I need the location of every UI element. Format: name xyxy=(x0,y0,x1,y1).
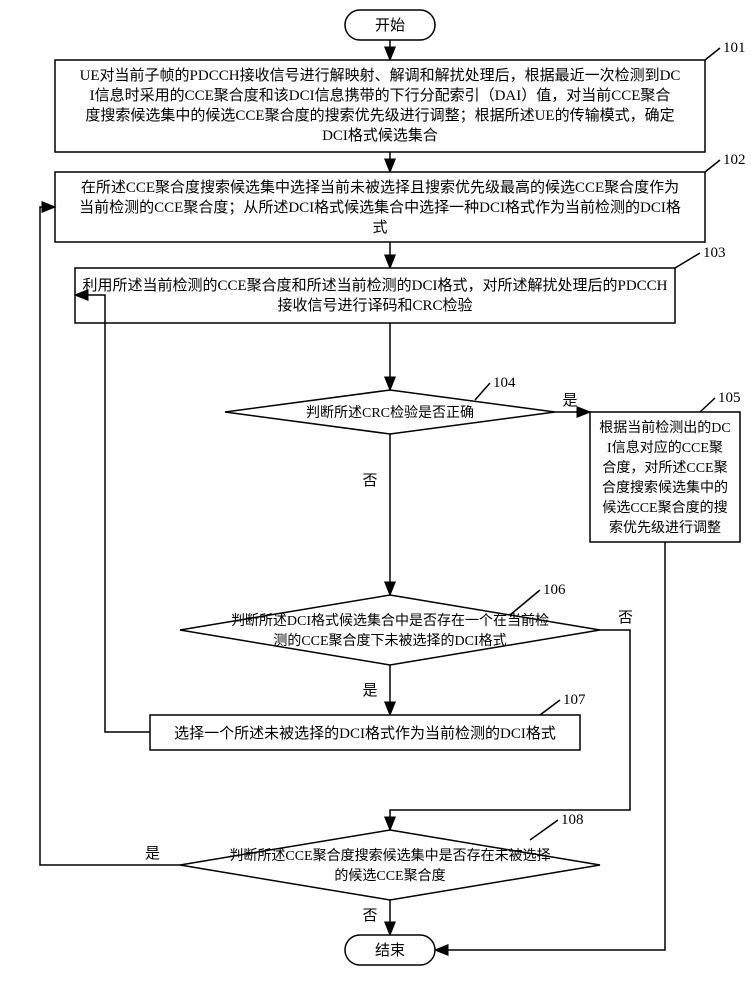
s103-l2: 接收信号进行译码和CRC检验 xyxy=(277,297,472,314)
label-104: 104 xyxy=(493,375,516,391)
no-104: 否 xyxy=(362,473,377,489)
label-107: 107 xyxy=(563,692,586,708)
s101-l1: UE对当前子帧的PDCCH接收信号进行解映射、解调和解扰处理后，根据最近一次检测… xyxy=(80,67,681,84)
label-103: 103 xyxy=(703,245,726,261)
s105-l5: 候选CCE聚合度的搜 xyxy=(602,500,727,516)
label-108: 108 xyxy=(561,812,584,828)
end-label: 结束 xyxy=(375,942,405,959)
edge-107-103 xyxy=(75,295,150,732)
lead-105 xyxy=(700,398,715,412)
s108-l1: 判断所述CCE聚合度搜索候选集中是否存在未被选择 xyxy=(229,847,550,864)
yes-108: 是 xyxy=(145,846,160,862)
start-label: 开始 xyxy=(375,17,405,34)
label-106: 106 xyxy=(543,582,566,598)
lead-101 xyxy=(705,48,720,60)
no-108: 否 xyxy=(362,908,377,924)
no-106: 否 xyxy=(618,610,633,626)
yes-104: 是 xyxy=(562,393,577,409)
label-105: 105 xyxy=(718,390,741,406)
s107: 选择一个所述未被选择的DCI格式作为当前检测的DCI格式 xyxy=(174,725,556,742)
lead-104 xyxy=(475,383,490,400)
s106-l2: 测的CCE聚合度下未被选择的DCI格式 xyxy=(273,633,506,649)
s105-l4: 合度搜索候选集中的 xyxy=(602,479,728,496)
lead-102 xyxy=(705,160,720,172)
s105-l1: 根据当前检测出的DC xyxy=(599,419,730,436)
lead-103 xyxy=(675,253,700,268)
s102-l2: 当前检测的CCE聚合度；从所述DCI格式候选集合中选择一种DCI格式作为当前检测… xyxy=(79,199,681,216)
s101-l3: 度搜索候选集中的候选CCE聚合度的搜索优先级进行调整；根据所述UE的传输模式，确… xyxy=(85,107,674,124)
s103-l1: 利用所述当前检测的CCE聚合度和所述当前检测的DCI格式，对所述解扰处理后的PD… xyxy=(82,277,667,294)
lead-106 xyxy=(510,590,540,615)
decision-108 xyxy=(180,830,600,900)
s106-l1: 判断所述DCI格式候选集合中是否存在一个在当前检 xyxy=(231,612,549,629)
s105-l2: I信息对应的CCE聚 xyxy=(607,439,723,456)
label-102: 102 xyxy=(723,152,746,168)
s102-l3: 式 xyxy=(372,219,387,236)
lead-107 xyxy=(540,700,560,715)
s104: 判断所述CRC检验是否正确 xyxy=(306,405,474,421)
decision-106 xyxy=(180,595,600,665)
s101-l4: DCI格式候选集合 xyxy=(322,127,438,144)
yes-106: 是 xyxy=(362,683,377,699)
s105-l3: 合度，对所述CCE聚 xyxy=(602,460,727,476)
s105-l6: 索优先级进行调整 xyxy=(609,519,721,536)
label-101: 101 xyxy=(723,40,746,56)
lead-108 xyxy=(530,820,558,840)
step-103 xyxy=(75,268,675,323)
s108-l2: 的候选CCE聚合度 xyxy=(334,868,445,884)
s101-l2: I信息时采用的CCE聚合度和该DCI信息携带的下行分配索引（DAI）值，对当前C… xyxy=(90,87,671,104)
s102-l1: 在所述CCE聚合度搜索候选集中选择当前未被选择且搜索优先级最高的候选CCE聚合度… xyxy=(81,179,679,196)
